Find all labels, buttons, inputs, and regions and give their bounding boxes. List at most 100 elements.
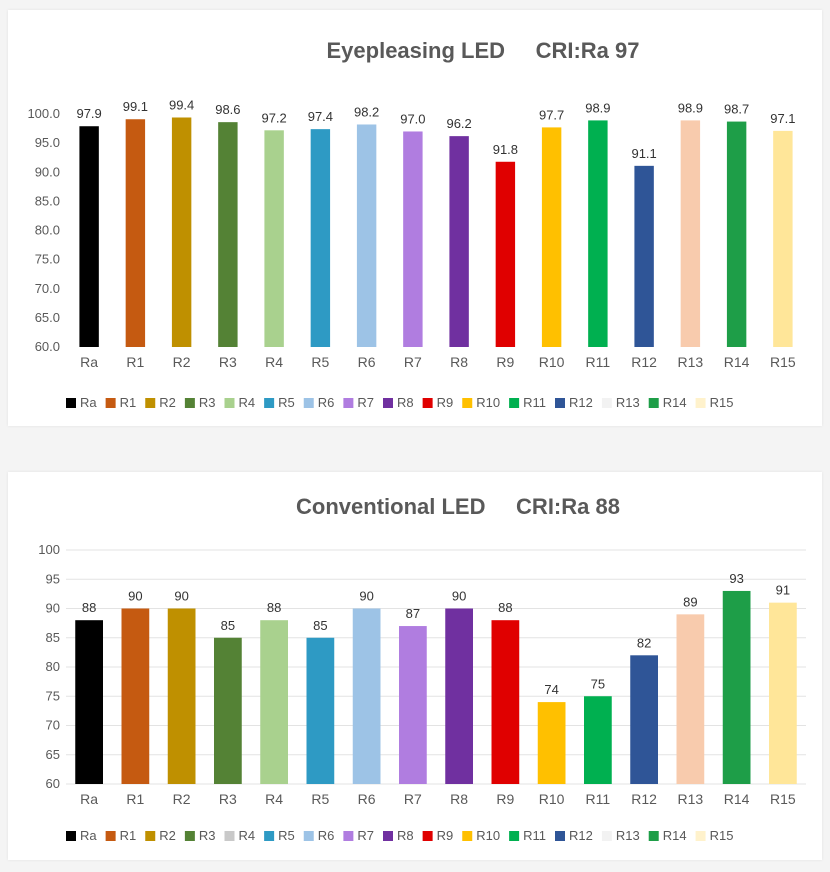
bar-r6 [356,124,377,347]
bar-r8 [445,608,473,784]
legend-label: R11 [523,395,546,410]
data-label: 90 [174,589,188,604]
data-label: 98.7 [724,102,749,117]
x-tick-label: R9 [496,791,514,807]
legend-swatch [343,398,354,408]
bar-r10 [537,702,566,784]
y-tick-label: 100 [38,542,60,557]
legend-swatch [303,398,314,408]
x-tick-label: R13 [678,791,704,807]
legend-swatch [224,398,235,408]
legend-swatch [145,398,156,408]
x-tick-label: R13 [678,354,704,370]
chart-panel-conventional: Conventional LED CRI:Ra 88 60 65 70 75 80 85 9… [8,472,822,860]
data-label: 99.1 [123,99,148,114]
x-tick-label: Ra [80,791,98,807]
x-tick-label: R2 [173,791,191,807]
data-label: 97.2 [261,110,286,125]
legend-swatch [145,831,156,841]
data-label: 82 [637,635,651,650]
y-tick-label: 65.0 [35,310,60,325]
x-tick-label: R6 [358,354,376,370]
x-tick-label: R5 [311,791,329,807]
legend-label: R15 [710,828,734,843]
bar-r2 [167,608,196,784]
legend-label: Ra [80,828,97,843]
legend-swatch [224,831,235,841]
legend-label: R1 [120,828,137,843]
x-tick-label: R3 [219,354,237,370]
bar-r13 [680,120,701,347]
legend-swatch [695,398,706,408]
chart-panel-eyepleasing: Eyepleasing LED CRI:Ra 97 60.0 65.0 70.0 75… [8,10,822,426]
data-label: 97.1 [770,111,795,126]
bar-ra [79,126,99,347]
legend-label: R5 [278,828,295,843]
legend-label: R10 [476,395,500,410]
bar-r7 [399,626,427,784]
legend-label: R13 [616,828,640,843]
data-label: 91.1 [631,146,656,161]
y-tick-label: 70 [46,718,60,733]
legend-label: R3 [199,395,216,410]
data-label: 88 [82,600,96,615]
bar-r9 [491,620,520,784]
legend-label: R1 [120,395,137,410]
legend-label: R2 [159,828,176,843]
x-tick-label: R10 [539,354,565,370]
legend-swatch [601,831,612,841]
x-tick-label: R1 [126,354,144,370]
legend-swatch [509,831,520,841]
legend-swatch [648,398,659,408]
x-tick-label: R3 [219,791,237,807]
data-label: 75 [591,676,605,691]
legend-label: R8 [397,828,414,843]
data-label: 98.2 [354,104,379,119]
y-tick-label: 75.0 [35,252,60,267]
legend-label: R12 [569,395,593,410]
bar-r11 [584,696,612,784]
x-tick-label: R4 [265,791,283,807]
data-label: 74 [544,682,558,697]
legend-label: R9 [437,395,454,410]
x-tick-label: R4 [265,354,283,370]
bar-r5 [306,637,335,784]
legend-swatch [462,398,473,408]
data-label: 91.8 [493,142,518,157]
data-label: 98.9 [678,100,703,115]
legend-label: R14 [663,828,687,843]
data-label: 96.2 [446,116,471,131]
y-tick-label: 90.0 [35,164,60,179]
bar-r8 [449,136,469,347]
legend-swatch [66,398,76,408]
y-tick-label: 60 [46,776,60,791]
data-label: 97.4 [308,109,333,124]
data-label: 88 [267,600,281,615]
y-tick-label: 60.0 [35,339,60,354]
x-tick-label: R12 [631,354,657,370]
x-tick-label: R14 [724,791,750,807]
x-tick-label: R12 [631,791,657,807]
data-label: 89 [683,594,697,609]
chart-eyepleasing-svg: Eyepleasing LED CRI:Ra 97 60.0 65.0 70.0 75… [27,38,795,410]
bar-r3 [218,122,238,347]
legend-label: R10 [476,828,500,843]
legend-label: R3 [199,828,216,843]
legend-label: R13 [616,395,640,410]
x-tick-label: R2 [173,354,191,370]
legend-swatch [303,831,314,841]
legend-swatch [264,831,275,841]
x-tick-label: R11 [586,354,611,370]
bar-r11 [588,120,608,347]
legend-label: R4 [239,395,256,410]
data-label: 90 [128,589,142,604]
chart-conventional-svg: Conventional LED CRI:Ra 88 60 65 70 75 80 85 9… [38,494,806,843]
legend-label: R2 [159,395,176,410]
y-tick-label: 70.0 [35,281,60,296]
y-tick-label: 95.0 [35,135,60,150]
chart-title: Eyepleasing LED CRI:Ra 97 [327,38,640,63]
bar-r2 [171,117,192,348]
y-tick-label: 80 [46,659,60,674]
bar-r3 [214,637,242,784]
legend-label: R9 [437,828,454,843]
